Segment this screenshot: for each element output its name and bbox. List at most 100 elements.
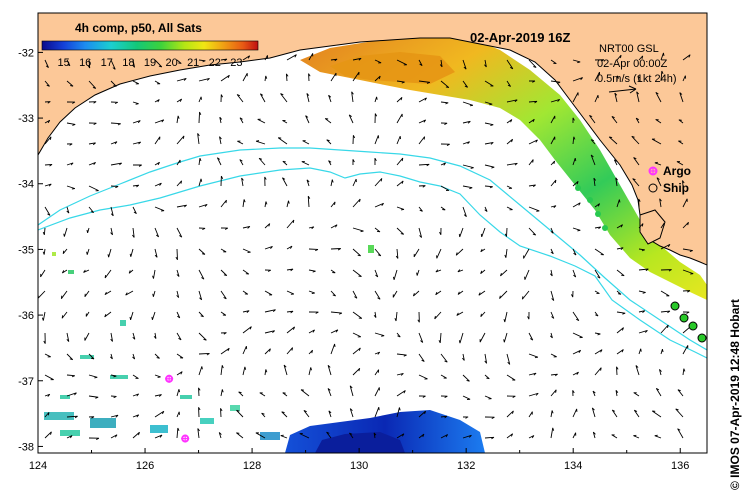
current-arrow bbox=[456, 311, 464, 316]
current-arrow bbox=[550, 160, 556, 166]
current-arrow bbox=[374, 113, 378, 124]
current-arrow bbox=[198, 59, 206, 63]
current-arrow bbox=[506, 433, 514, 439]
current-arrow bbox=[60, 290, 68, 299]
current-arrow bbox=[656, 177, 662, 187]
current-arrow bbox=[396, 80, 405, 84]
current-arrow bbox=[239, 117, 244, 124]
current-arrow bbox=[374, 202, 384, 208]
current-arrow bbox=[396, 180, 404, 187]
current-arrow bbox=[550, 136, 556, 145]
current-arrow bbox=[396, 227, 405, 235]
isobath-shallow bbox=[38, 147, 707, 351]
current-arrow bbox=[658, 369, 662, 376]
current-arrow bbox=[440, 101, 449, 105]
current-arrow bbox=[66, 353, 74, 361]
current-arrow bbox=[550, 248, 554, 255]
current-arrow bbox=[374, 135, 380, 145]
current-arrow bbox=[324, 118, 332, 124]
argo-floats bbox=[165, 374, 190, 443]
x-tick-label: 126 bbox=[136, 460, 154, 472]
current-arrow bbox=[44, 353, 51, 358]
current-arrow bbox=[220, 408, 223, 418]
current-arrow bbox=[132, 184, 140, 188]
current-arrow bbox=[484, 353, 488, 364]
current-arrow bbox=[462, 101, 474, 107]
current-arrow bbox=[264, 348, 271, 355]
current-arrow bbox=[328, 94, 332, 103]
current-arrow bbox=[631, 135, 640, 145]
current-arrow bbox=[308, 290, 315, 294]
current-arrow bbox=[88, 206, 95, 214]
current-arrow bbox=[132, 431, 140, 439]
current-arrow bbox=[286, 245, 293, 250]
current-arrow bbox=[110, 332, 114, 342]
current-arrow bbox=[44, 59, 49, 68]
current-arrow bbox=[528, 184, 536, 188]
current-arrow bbox=[484, 436, 495, 440]
current-arrow bbox=[198, 332, 207, 341]
current-arrow bbox=[660, 52, 665, 61]
current-arrow bbox=[462, 120, 471, 124]
current-arrow bbox=[592, 390, 596, 397]
current-arrow bbox=[528, 80, 536, 83]
current-arrow bbox=[241, 177, 244, 187]
current-arrow bbox=[42, 227, 46, 235]
x-tick-label: 134 bbox=[564, 460, 582, 472]
current-arrow bbox=[176, 389, 181, 397]
current-arrow bbox=[83, 269, 90, 273]
current-arrow bbox=[154, 99, 160, 103]
current-arrow bbox=[678, 140, 684, 145]
current-arrow bbox=[572, 202, 581, 208]
current-arrow bbox=[528, 139, 538, 145]
current-arrow bbox=[44, 163, 53, 167]
current-arrow bbox=[635, 365, 640, 376]
current-arrow bbox=[220, 389, 224, 397]
current-arrow bbox=[592, 431, 596, 439]
current-arrow bbox=[572, 136, 576, 145]
current-arrow bbox=[480, 227, 486, 238]
current-arrow bbox=[396, 433, 405, 439]
current-arrow bbox=[374, 369, 380, 376]
current-arrow bbox=[418, 136, 426, 145]
current-arrow bbox=[484, 101, 493, 106]
current-arrow bbox=[591, 407, 596, 418]
current-arrow bbox=[550, 410, 554, 418]
current-arrow bbox=[478, 290, 486, 296]
current-arrow bbox=[198, 158, 202, 166]
current-arrow bbox=[154, 136, 161, 145]
current-arrow bbox=[42, 248, 46, 255]
current-arrow bbox=[396, 390, 406, 397]
current-arrow bbox=[462, 80, 468, 88]
current-arrow bbox=[611, 116, 618, 124]
current-arrow bbox=[44, 136, 52, 145]
current-arrow bbox=[440, 185, 450, 191]
current-arrow bbox=[43, 332, 46, 344]
current-arrow bbox=[220, 74, 230, 82]
current-arrow bbox=[259, 93, 266, 103]
current-arrow bbox=[132, 141, 142, 145]
current-arrow bbox=[374, 96, 378, 103]
legend-argo: Argo bbox=[648, 164, 691, 178]
current-arrow bbox=[88, 185, 99, 192]
current-arrow bbox=[550, 205, 557, 209]
current-arrow bbox=[462, 185, 473, 190]
current-arrow bbox=[198, 203, 208, 208]
current-arrow bbox=[594, 367, 602, 376]
y-tick-label: -32 bbox=[18, 47, 34, 59]
current-arrow bbox=[198, 407, 201, 418]
current-arrow bbox=[396, 157, 404, 166]
current-arrow bbox=[484, 185, 493, 189]
current-arrow bbox=[197, 428, 200, 439]
sst-coastal-swath bbox=[300, 34, 707, 300]
current-arrow bbox=[616, 75, 620, 82]
current-arrow bbox=[104, 311, 112, 318]
current-arrow bbox=[40, 269, 46, 278]
current-arrow bbox=[616, 349, 624, 355]
current-arrow bbox=[132, 332, 136, 340]
current-arrow bbox=[528, 118, 535, 124]
current-arrow bbox=[88, 437, 100, 440]
current-arrow bbox=[128, 269, 134, 274]
current-arrow bbox=[176, 204, 187, 208]
current-arrow bbox=[549, 269, 553, 277]
